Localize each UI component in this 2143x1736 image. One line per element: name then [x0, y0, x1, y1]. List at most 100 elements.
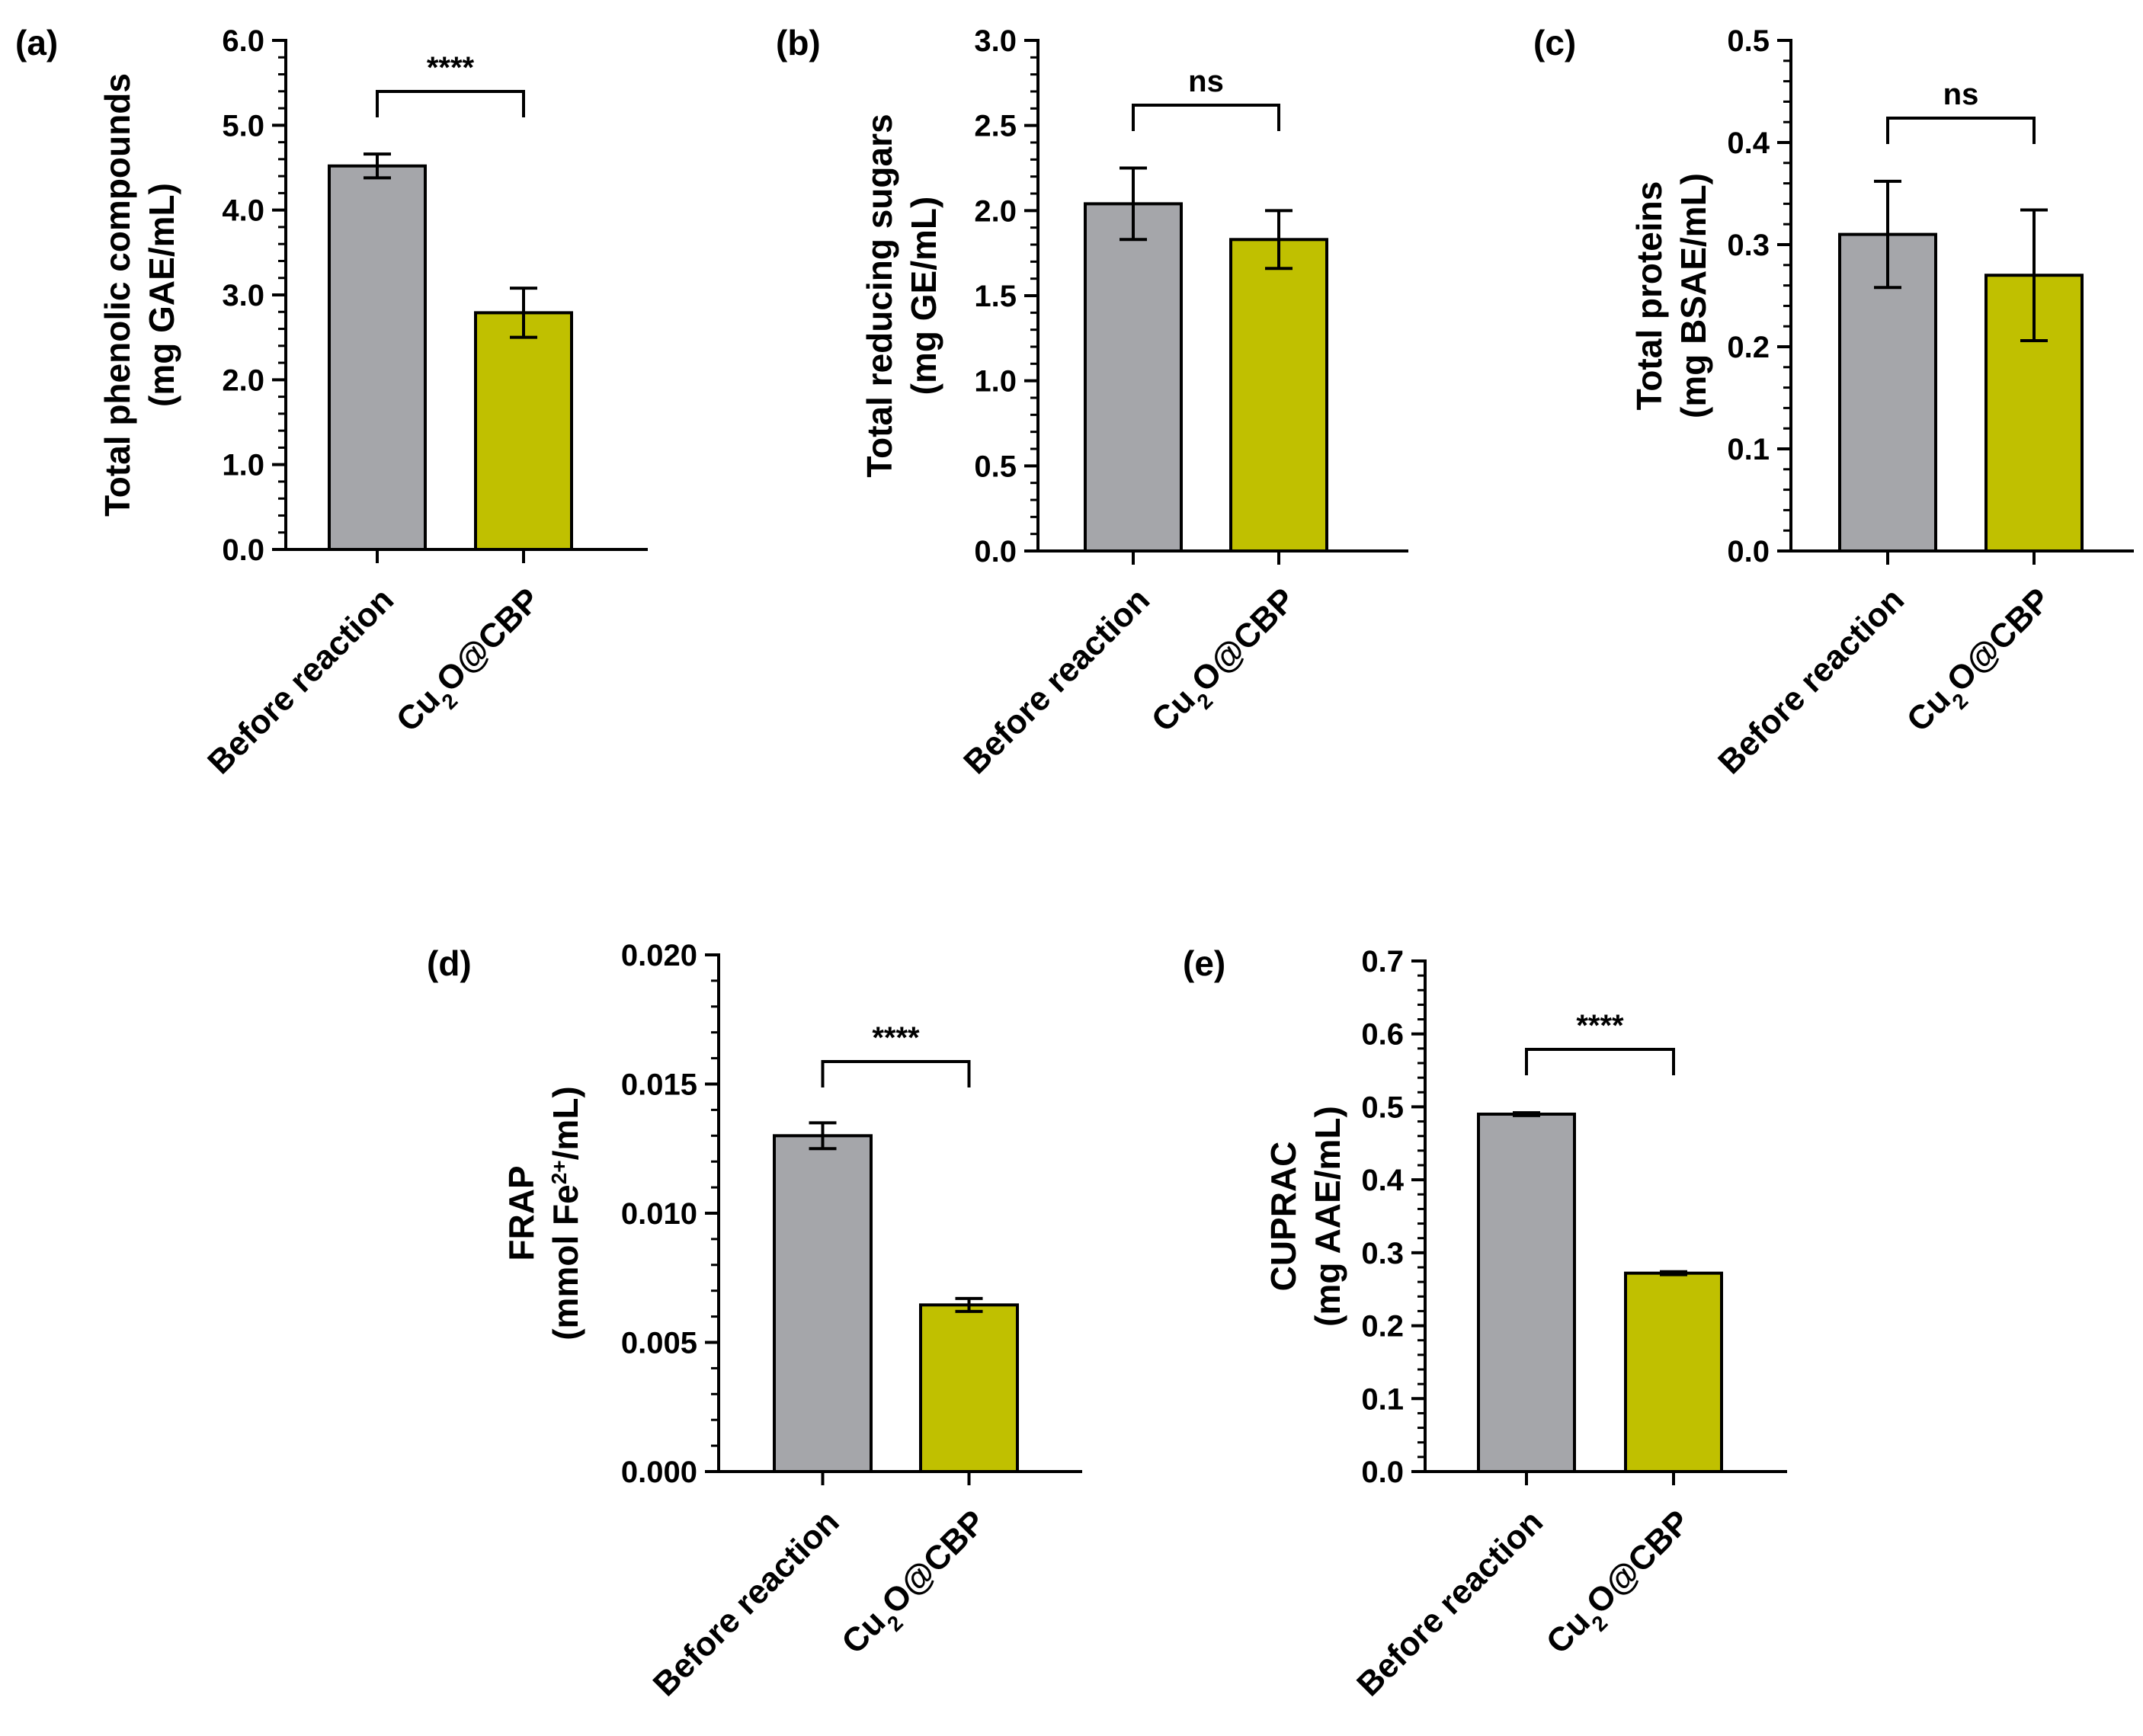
- y-axis-title-part: (mmol Fe: [546, 1184, 585, 1340]
- x-category-label: Cu2O@CBP: [389, 581, 554, 745]
- x-category-label-part: O@CBP: [1184, 581, 1302, 699]
- y-tick-label: 4.0: [222, 194, 264, 228]
- x-category-label: Cu2O@CBP: [1539, 1503, 1704, 1667]
- bar-cu2o-cbp: [1624, 1271, 1723, 1473]
- bar-before-reaction: [1084, 202, 1183, 553]
- x-category-label-part: Before reaction: [200, 581, 401, 781]
- y-tick-label: 0.0: [974, 535, 1017, 569]
- bar-cu2o-cbp: [919, 1303, 1019, 1473]
- y-axis-title: (mg GAE/mL): [142, 183, 181, 407]
- y-tick-label: 3.0: [222, 279, 264, 312]
- y-tick-label: 0.3: [1361, 1237, 1404, 1270]
- x-category-label: Before reaction: [646, 1503, 847, 1703]
- y-tick-label: 0.4: [1727, 127, 1770, 160]
- x-category-label: Cu2O@CBP: [1145, 581, 1309, 745]
- x-category-label: Cu2O@CBP: [834, 1503, 999, 1667]
- y-tick-label: 0.1: [1361, 1382, 1404, 1416]
- panel-label: (e): [1183, 943, 1225, 983]
- bar-before-reaction: [773, 1134, 873, 1474]
- panel-label: (a): [15, 23, 58, 62]
- significance-label: ns: [1943, 78, 1979, 111]
- x-category-label: Before reaction: [956, 581, 1157, 781]
- y-axis-title: Total phenolic compounds: [98, 73, 137, 517]
- y-tick-label: 0.5: [1361, 1091, 1404, 1124]
- x-category-label-part: O@CBP: [429, 581, 547, 699]
- chart-panel-b: 0.0 0.5 1.0 1.5 2.0 2.5 3.0 Before reactionCu2O…: [776, 23, 1408, 781]
- significance-label: ns: [1188, 65, 1224, 98]
- x-category-label-part: Cu: [1145, 681, 1203, 739]
- y-axis-title: Total reducing sugars: [860, 114, 899, 477]
- x-category-label: Cu2O@CBP: [1900, 581, 2065, 745]
- panel-label: (b): [776, 23, 821, 62]
- y-axis-title: (mg AAE/mL): [1308, 1106, 1347, 1327]
- bar-cu2o-cbp: [1229, 238, 1328, 553]
- y-tick-label: 0.0: [222, 533, 264, 567]
- bar-before-reaction: [328, 164, 427, 551]
- y-axis-title-part: (mg GE/mL): [904, 197, 943, 396]
- y-tick-label: 0.005: [621, 1327, 697, 1360]
- chart-panel-a: 0.0 1.0 2.0 3.0 4.0 5.0 6.0 Before reactionCu2O…: [15, 23, 648, 781]
- x-category-label: Before reaction: [200, 581, 401, 781]
- bar-cu2o-cbp: [474, 311, 573, 551]
- y-axis-title: (mmol Fe2+/mL): [546, 1086, 585, 1340]
- significance-bracket: [1132, 104, 1280, 131]
- y-axis-title-part: CUPRAC: [1264, 1142, 1303, 1292]
- y-tick-label: 2.5: [974, 110, 1017, 143]
- y-tick-label: 6.0: [222, 24, 264, 58]
- y-tick-label: 0.010: [621, 1197, 697, 1231]
- x-category-label-part: O@CBP: [1579, 1503, 1697, 1621]
- y-axis-title: (mg BSAE/mL): [1674, 173, 1713, 418]
- y-axis-title: Total proteins: [1629, 181, 1669, 411]
- y-tick-label: 2.0: [974, 194, 1017, 228]
- y-axis-title: (mg GE/mL): [904, 197, 943, 396]
- y-tick-label: 0.3: [1727, 229, 1770, 262]
- y-tick-label: 0.020: [621, 939, 697, 972]
- x-category-label-part: Cu: [1539, 1603, 1597, 1661]
- chart-panel-d: 0.000 0.005 0.010 0.015 0.020 Before reaction…: [427, 939, 1082, 1703]
- x-category-label-part: Before reaction: [646, 1503, 847, 1703]
- y-tick-label: 1.0: [222, 449, 264, 482]
- significance-label: ****: [427, 51, 475, 85]
- x-category-label: Before reaction: [1350, 1503, 1550, 1703]
- y-tick-label: 1.5: [974, 280, 1017, 313]
- significance-label: ****: [872, 1021, 920, 1055]
- y-axis-title-part: (mg AAE/mL): [1308, 1106, 1347, 1327]
- y-axis-title-part: Total reducing sugars: [860, 114, 899, 477]
- significance-bracket: [1886, 117, 2036, 144]
- y-axis-title-part: FRAP: [501, 1165, 541, 1260]
- y-tick-label: 0.2: [1727, 331, 1770, 364]
- y-tick-label: 0.015: [621, 1068, 697, 1102]
- x-category-label-part: Cu: [1900, 681, 1958, 739]
- y-tick-label: 0.5: [974, 450, 1017, 483]
- y-tick-label: 0.000: [621, 1456, 697, 1489]
- y-tick-label: 0.2: [1361, 1310, 1404, 1344]
- y-tick-label: 1.0: [974, 365, 1017, 399]
- significance-bracket: [376, 90, 525, 117]
- x-category-label-part: Before reaction: [956, 581, 1157, 781]
- y-axis-title-part: Total phenolic compounds: [98, 73, 137, 517]
- y-tick-label: 0.1: [1727, 433, 1770, 466]
- y-axis-title-part: Total proteins: [1629, 181, 1669, 411]
- panel-label: (d): [427, 943, 472, 983]
- y-tick-label: 0.4: [1361, 1164, 1404, 1197]
- y-tick-label: 3.0: [974, 24, 1017, 58]
- x-category-label-part: O@CBP: [1940, 581, 2058, 699]
- y-tick-label: 0.0: [1727, 535, 1770, 569]
- chart-panel-c: 0.0 0.1 0.2 0.3 0.4 0.5 Before reactionCu2O@CB…: [1533, 23, 2134, 781]
- y-tick-label: 2.0: [222, 364, 264, 397]
- y-axis-title-part: 2+: [547, 1160, 571, 1184]
- y-tick-label: 0.5: [1727, 24, 1770, 58]
- y-tick-label: 5.0: [222, 109, 264, 143]
- bar-before-reaction: [1477, 1113, 1576, 1473]
- y-axis-title: FRAP: [501, 1165, 541, 1260]
- x-category-label: Before reaction: [1711, 581, 1911, 781]
- x-category-label-part: O@CBP: [875, 1503, 993, 1621]
- x-category-label-part: Cu: [834, 1603, 892, 1661]
- y-tick-label: 0.6: [1361, 1018, 1404, 1052]
- y-axis-title-part: (mg BSAE/mL): [1674, 173, 1713, 418]
- significance-bracket: [1525, 1048, 1675, 1075]
- significance-label: ****: [1576, 1009, 1624, 1043]
- y-tick-label: 0.0: [1361, 1456, 1404, 1489]
- x-category-label-part: Before reaction: [1711, 581, 1911, 781]
